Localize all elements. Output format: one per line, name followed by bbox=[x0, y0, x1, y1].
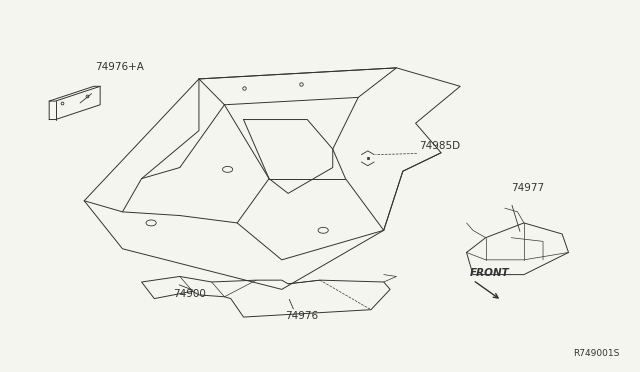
Text: 74976: 74976 bbox=[285, 311, 318, 321]
Text: R749001S: R749001S bbox=[573, 349, 620, 358]
Text: 74976+A: 74976+A bbox=[95, 62, 144, 72]
Text: FRONT: FRONT bbox=[470, 268, 509, 278]
Text: 74985D: 74985D bbox=[419, 141, 460, 151]
Text: 74900: 74900 bbox=[173, 289, 206, 299]
Text: 74977: 74977 bbox=[511, 183, 544, 193]
